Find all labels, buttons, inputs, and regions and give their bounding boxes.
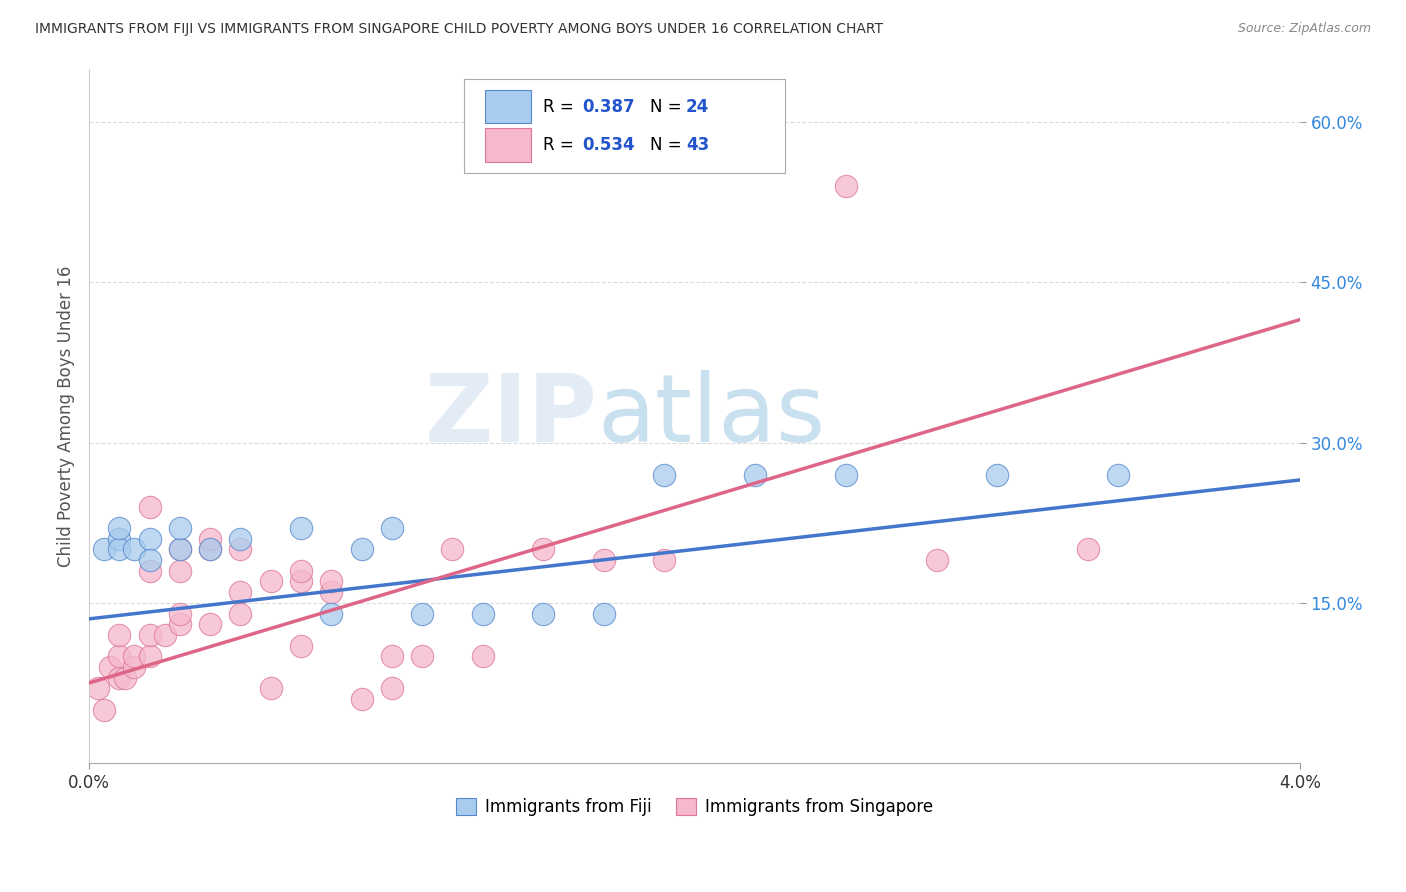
Text: N =: N =: [650, 136, 686, 154]
Point: [350, 542, 373, 557]
Point: [260, 681, 283, 696]
Point: [169, 564, 191, 578]
Point: [169, 617, 191, 632]
FancyBboxPatch shape: [485, 128, 531, 161]
Text: Source: ZipAtlas.com: Source: ZipAtlas.com: [1237, 22, 1371, 36]
Point: [108, 521, 131, 535]
Point: [138, 532, 160, 546]
Point: [124, 660, 146, 674]
Point: [108, 628, 131, 642]
Text: 24: 24: [686, 98, 709, 116]
Point: [592, 607, 614, 621]
Point: [229, 607, 252, 621]
Point: [124, 649, 146, 664]
Point: [169, 542, 191, 557]
Text: 0.387: 0.387: [582, 98, 634, 116]
Point: [198, 532, 221, 546]
Point: [260, 574, 283, 589]
Point: [592, 553, 614, 567]
Point: [114, 671, 136, 685]
Point: [381, 521, 404, 535]
Point: [652, 553, 675, 567]
Legend: Immigrants from Fiji, Immigrants from Singapore: Immigrants from Fiji, Immigrants from Si…: [449, 789, 941, 824]
Point: [108, 532, 131, 546]
Point: [471, 649, 494, 664]
Point: [138, 564, 160, 578]
Point: [98, 660, 121, 674]
Text: IMMIGRANTS FROM FIJI VS IMMIGRANTS FROM SINGAPORE CHILD POVERTY AMONG BOYS UNDER: IMMIGRANTS FROM FIJI VS IMMIGRANTS FROM …: [35, 22, 883, 37]
Point: [108, 671, 131, 685]
Point: [169, 521, 191, 535]
Text: atlas: atlas: [598, 370, 825, 462]
Point: [198, 542, 221, 557]
Point: [835, 467, 858, 482]
Point: [471, 607, 494, 621]
Point: [321, 574, 343, 589]
Point: [153, 628, 176, 642]
FancyBboxPatch shape: [464, 78, 786, 173]
Point: [169, 607, 191, 621]
Point: [138, 553, 160, 567]
Point: [124, 542, 146, 557]
Point: [350, 692, 373, 706]
Point: [411, 607, 433, 621]
Point: [441, 542, 464, 557]
Point: [138, 628, 160, 642]
Point: [93, 542, 115, 557]
Point: [290, 639, 312, 653]
Text: ZIP: ZIP: [425, 370, 598, 462]
Point: [87, 681, 110, 696]
FancyBboxPatch shape: [485, 90, 531, 123]
Point: [229, 542, 252, 557]
Point: [108, 649, 131, 664]
Point: [411, 649, 433, 664]
Point: [531, 607, 554, 621]
Point: [321, 585, 343, 599]
Point: [531, 542, 554, 557]
Point: [290, 574, 312, 589]
Text: R =: R =: [543, 98, 579, 116]
Point: [290, 521, 312, 535]
Point: [986, 467, 1008, 482]
Point: [138, 649, 160, 664]
Point: [835, 179, 858, 194]
Point: [1077, 542, 1099, 557]
Point: [744, 467, 766, 482]
Text: N =: N =: [650, 98, 686, 116]
Point: [1107, 467, 1129, 482]
Point: [138, 500, 160, 514]
Y-axis label: Child Poverty Among Boys Under 16: Child Poverty Among Boys Under 16: [58, 265, 75, 566]
Text: 43: 43: [686, 136, 709, 154]
Point: [925, 553, 948, 567]
Point: [381, 649, 404, 664]
Point: [229, 585, 252, 599]
Point: [198, 617, 221, 632]
Text: 0.534: 0.534: [582, 136, 634, 154]
Point: [321, 607, 343, 621]
Point: [93, 703, 115, 717]
Point: [229, 532, 252, 546]
Point: [108, 542, 131, 557]
Point: [169, 542, 191, 557]
Point: [652, 467, 675, 482]
Text: R =: R =: [543, 136, 579, 154]
Point: [290, 564, 312, 578]
Point: [198, 542, 221, 557]
Point: [381, 681, 404, 696]
